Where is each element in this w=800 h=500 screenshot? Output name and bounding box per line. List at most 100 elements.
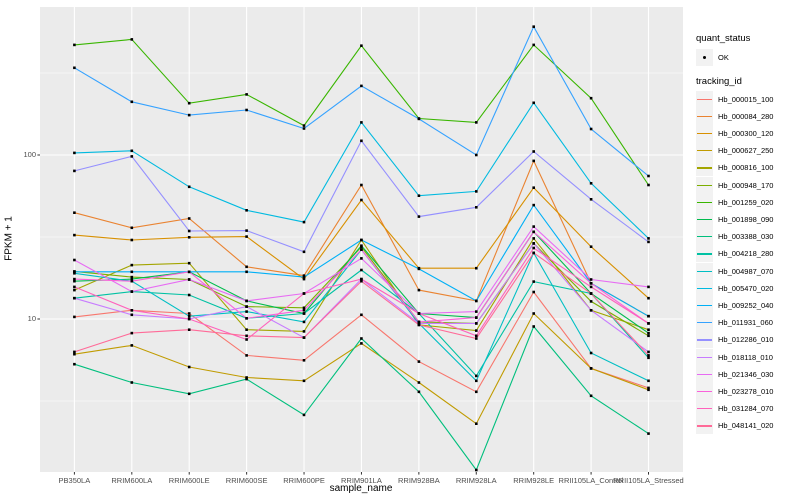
- data-point: [302, 277, 306, 281]
- data-point: [475, 310, 478, 313]
- data-point: [187, 328, 191, 331]
- data-point: [302, 250, 306, 254]
- data-point: [589, 245, 593, 248]
- data-point: [532, 203, 535, 207]
- legend-label: Hb_004218_280: [718, 249, 774, 259]
- legend-label: Hb_048141_020: [718, 421, 774, 431]
- data-point: [73, 362, 76, 366]
- data-point: [187, 229, 191, 233]
- data-point: [647, 296, 650, 300]
- legend-label: Hb_018118_010: [718, 352, 773, 362]
- legend-label: Hb_000948_170: [718, 180, 774, 190]
- data-point: [360, 121, 363, 124]
- data-point: [130, 309, 134, 312]
- legend-line-icon: [697, 201, 712, 203]
- x-tick-label-RRIM600LA: RRIM600LA: [111, 476, 153, 485]
- data-point: [360, 183, 363, 187]
- data-point: [130, 100, 134, 104]
- x-tick-label-RRIM901LA: RRIM901LA: [341, 476, 382, 485]
- data-point: [245, 354, 248, 357]
- legend-key-Hb_003388_030: [696, 228, 713, 246]
- data-point: [130, 313, 134, 317]
- legend-label: Hb_000816_100: [718, 163, 774, 173]
- legend-key-Hb_001898_090: [696, 210, 713, 228]
- data-point: [532, 290, 535, 294]
- data-point: [532, 225, 535, 228]
- data-point: [245, 93, 248, 96]
- data-point: [360, 279, 363, 283]
- data-point: [647, 240, 650, 244]
- data-point: [475, 422, 478, 425]
- data-point: [417, 267, 421, 271]
- data-point: [73, 211, 76, 214]
- data-point: [417, 194, 421, 197]
- legend-line-icon: [697, 408, 712, 410]
- legend-label-ok: OK: [718, 53, 729, 62]
- data-point: [130, 275, 134, 279]
- legend-item-Hb_031284_070: Hb_031284_070: [696, 400, 773, 418]
- y-tick-label-10: 10: [27, 314, 36, 323]
- x-tick-label-RRIM928LA: RRIM928LA: [455, 476, 497, 485]
- data-point: [130, 290, 134, 293]
- data-point: [73, 272, 76, 275]
- data-point: [589, 198, 593, 201]
- legend-key-Hb_005470_020: [696, 279, 713, 297]
- data-point: [417, 312, 421, 315]
- data-point: [130, 238, 134, 242]
- data-point: [360, 244, 363, 247]
- data-point: [647, 379, 650, 383]
- legend-item-Hb_001898_090: Hb_001898_090: [696, 210, 773, 228]
- data-point: [245, 334, 248, 338]
- data-point: [73, 279, 76, 283]
- data-point: [647, 356, 650, 360]
- data-point: [302, 292, 306, 295]
- data-point: [417, 215, 421, 218]
- legend-item-Hb_048141_020: Hb_048141_020: [696, 417, 774, 435]
- legend-item-Hb_000015_100: Hb_000015_100: [696, 90, 773, 108]
- legend-item-Hb_003388_030: Hb_003388_030: [696, 228, 773, 246]
- data-point: [532, 25, 535, 28]
- data-point: [647, 334, 650, 338]
- legend-item-Hb_000816_100: Hb_000816_100: [696, 159, 774, 177]
- data-point: [130, 226, 134, 230]
- legend-line-icon: [697, 322, 712, 324]
- legend-label: Hb_012286_010: [718, 335, 774, 345]
- data-point: [245, 209, 248, 212]
- legend-key-Hb_000015_100: [696, 90, 713, 108]
- data-point: [73, 151, 76, 155]
- data-point: [130, 149, 134, 153]
- data-point: [532, 230, 535, 234]
- data-point: [589, 127, 593, 131]
- data-point: [73, 285, 76, 289]
- data-point: [589, 285, 593, 289]
- data-point: [187, 314, 191, 318]
- data-point: [589, 182, 593, 185]
- legend-item-Hb_018118_010: Hb_018118_010: [696, 348, 773, 366]
- data-point: [302, 274, 306, 277]
- data-point: [302, 320, 306, 324]
- data-point: [302, 312, 306, 315]
- data-point: [475, 266, 478, 270]
- legend-key-Hb_000627_250: [696, 142, 713, 160]
- data-point: [187, 293, 191, 297]
- legend-label: Hb_011931_060: [718, 318, 773, 328]
- legend-key-Hb_000300_120: [696, 124, 713, 142]
- legend-line-icon: [697, 253, 712, 255]
- y-tick-label-100: 100: [23, 150, 36, 159]
- data-point: [302, 220, 306, 224]
- data-point: [360, 198, 363, 202]
- data-point: [245, 108, 248, 112]
- data-point: [302, 413, 306, 417]
- x-tick-label-RRIM928LE: RRIM928LE: [513, 476, 555, 485]
- data-point: [475, 190, 478, 193]
- data-point: [475, 322, 478, 325]
- data-point: [187, 365, 191, 369]
- legend-line-icon: [697, 184, 712, 186]
- data-point: [532, 101, 535, 105]
- data-point: [360, 238, 363, 242]
- data-point: [360, 248, 363, 251]
- data-point: [73, 43, 76, 47]
- legend-line-icon: [697, 339, 712, 341]
- data-point: [589, 309, 593, 312]
- legend-item-Hb_023278_010: Hb_023278_010: [696, 382, 773, 400]
